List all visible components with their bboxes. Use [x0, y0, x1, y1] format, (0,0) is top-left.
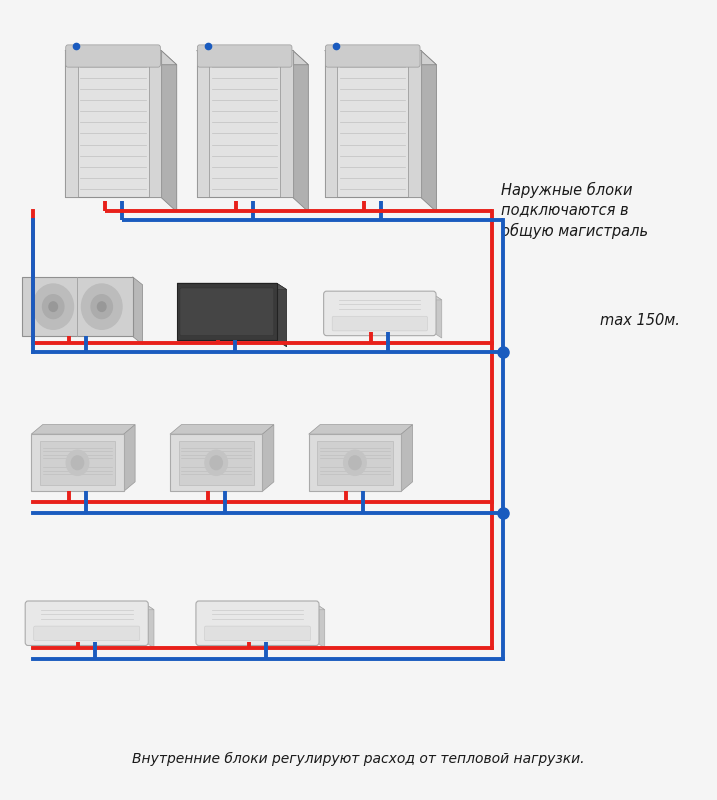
Polygon shape	[316, 604, 325, 648]
FancyBboxPatch shape	[196, 50, 209, 198]
Polygon shape	[32, 425, 135, 434]
Polygon shape	[146, 604, 154, 648]
Polygon shape	[433, 294, 442, 338]
FancyBboxPatch shape	[196, 50, 293, 198]
FancyBboxPatch shape	[65, 50, 77, 198]
Polygon shape	[170, 425, 274, 434]
FancyBboxPatch shape	[66, 45, 161, 67]
FancyBboxPatch shape	[39, 441, 115, 485]
FancyBboxPatch shape	[25, 601, 148, 646]
FancyBboxPatch shape	[65, 50, 161, 198]
Polygon shape	[421, 50, 437, 212]
FancyBboxPatch shape	[180, 288, 274, 336]
FancyBboxPatch shape	[325, 50, 421, 198]
Polygon shape	[65, 50, 176, 65]
FancyBboxPatch shape	[34, 626, 140, 641]
FancyBboxPatch shape	[196, 601, 319, 646]
Circle shape	[348, 456, 361, 470]
Polygon shape	[326, 294, 442, 300]
Circle shape	[49, 302, 57, 311]
FancyBboxPatch shape	[197, 45, 292, 67]
Polygon shape	[177, 283, 287, 290]
FancyBboxPatch shape	[32, 434, 124, 491]
FancyBboxPatch shape	[170, 434, 262, 491]
FancyBboxPatch shape	[325, 50, 337, 198]
FancyBboxPatch shape	[204, 626, 310, 641]
FancyBboxPatch shape	[22, 277, 133, 337]
Polygon shape	[161, 50, 176, 212]
Circle shape	[42, 294, 64, 318]
Circle shape	[66, 450, 89, 475]
Circle shape	[82, 284, 122, 330]
Polygon shape	[124, 425, 135, 491]
FancyBboxPatch shape	[408, 50, 421, 198]
Polygon shape	[325, 50, 437, 65]
Circle shape	[343, 450, 366, 475]
Circle shape	[91, 294, 113, 318]
Text: Наружные блоки
подключаются в
общую магистраль: Наружные блоки подключаются в общую маги…	[500, 182, 648, 239]
Circle shape	[210, 456, 222, 470]
Polygon shape	[309, 425, 412, 434]
FancyBboxPatch shape	[309, 434, 402, 491]
Polygon shape	[196, 50, 308, 65]
FancyBboxPatch shape	[177, 283, 277, 341]
Circle shape	[71, 456, 84, 470]
Polygon shape	[277, 283, 287, 346]
FancyBboxPatch shape	[179, 441, 254, 485]
FancyBboxPatch shape	[323, 291, 436, 336]
Circle shape	[98, 302, 106, 311]
Circle shape	[205, 450, 227, 475]
FancyBboxPatch shape	[326, 45, 420, 67]
Polygon shape	[293, 50, 308, 212]
Text: Внутренние блоки регулируют расход от тепловой нагрузки.: Внутренние блоки регулируют расход от те…	[132, 752, 585, 766]
Polygon shape	[28, 604, 154, 610]
Polygon shape	[199, 604, 325, 610]
Circle shape	[33, 284, 74, 330]
FancyBboxPatch shape	[317, 441, 393, 485]
FancyBboxPatch shape	[148, 50, 161, 198]
Text: max 150м.: max 150м.	[600, 313, 680, 328]
Polygon shape	[133, 277, 143, 344]
Polygon shape	[402, 425, 412, 491]
Polygon shape	[262, 425, 274, 491]
FancyBboxPatch shape	[280, 50, 293, 198]
FancyBboxPatch shape	[332, 316, 427, 331]
